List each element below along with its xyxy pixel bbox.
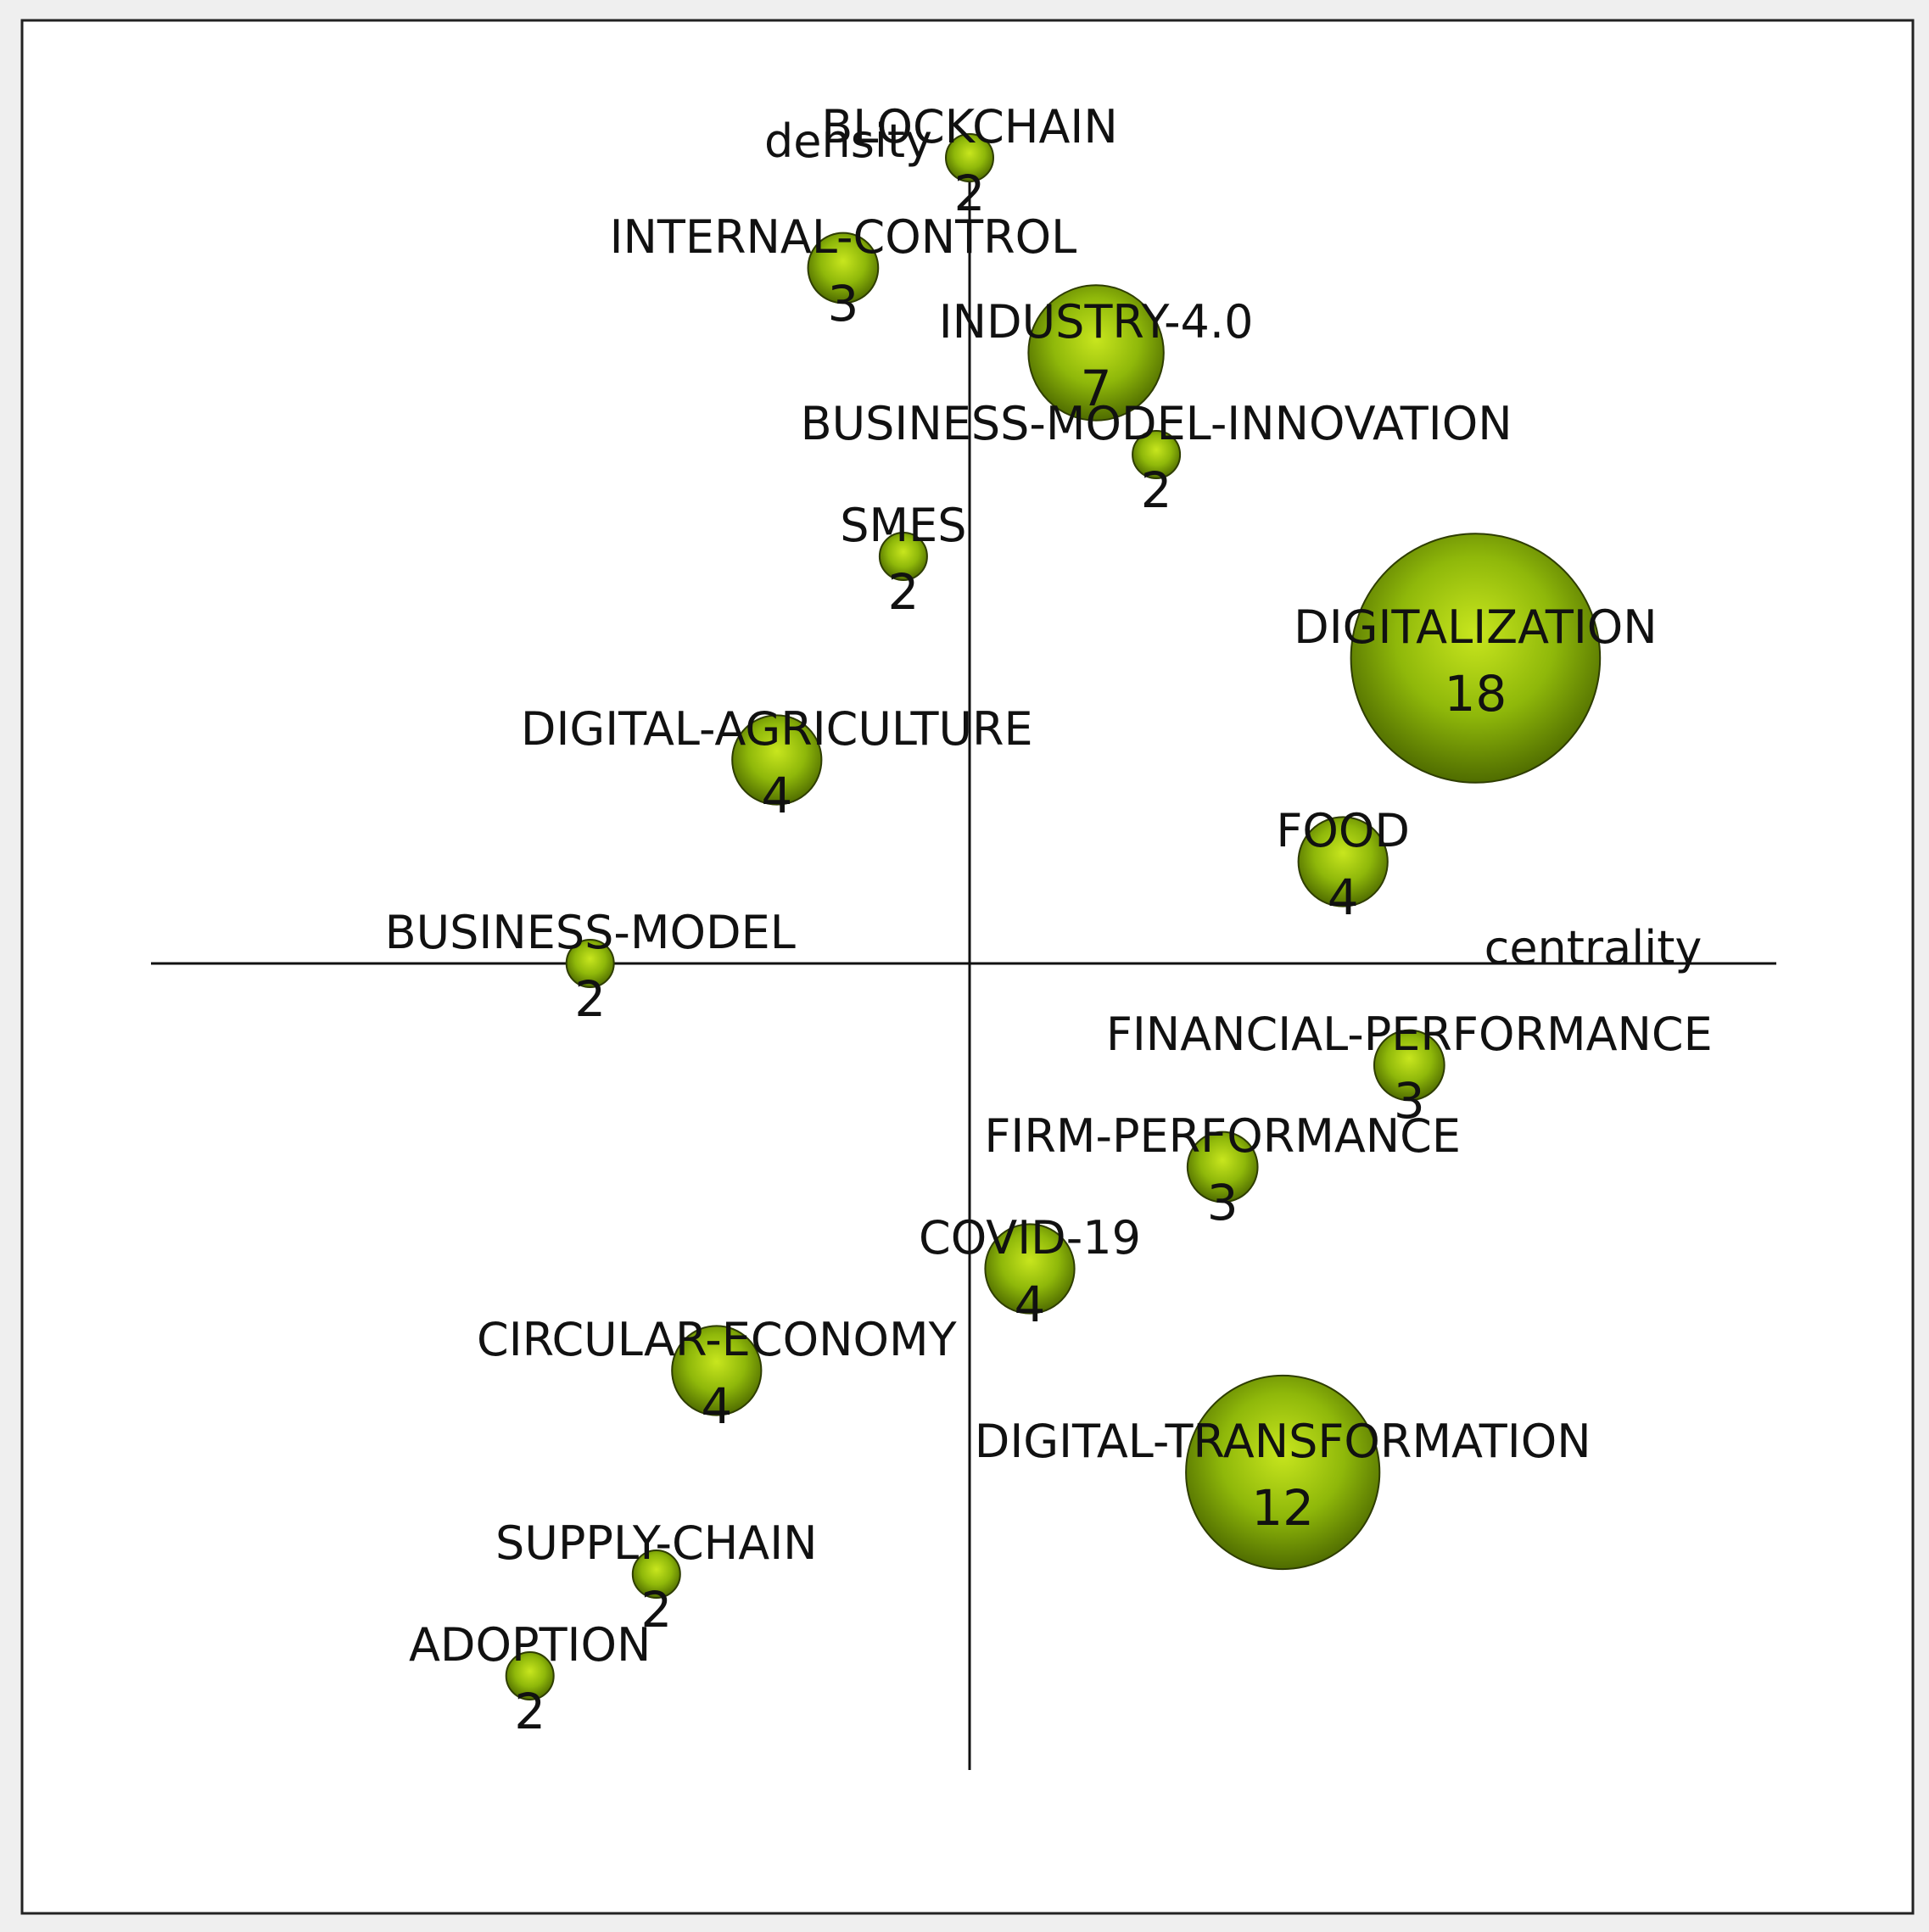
theme-label-internal-control: INTERNAL-CONTROL <box>610 210 1077 264</box>
theme-label-business-model-innovation: BUSINESS-MODEL-INNOVATION <box>801 397 1512 450</box>
theme-label-digital-transformation: DIGITAL-TRANSFORMATION <box>975 1415 1591 1468</box>
theme-count-financial-performance: 3 <box>1394 1072 1425 1130</box>
theme-label-financial-performance: FINANCIAL-PERFORMANCE <box>1106 1008 1713 1061</box>
y-axis-title: density <box>764 114 932 168</box>
theme-label-food: FOOD <box>1276 804 1410 857</box>
theme-count-industry-4-0: 7 <box>1081 360 1112 417</box>
bubble-digital-agriculture <box>731 714 823 806</box>
bubble-business-model <box>565 939 615 988</box>
theme-count-firm-performance: 3 <box>1207 1174 1238 1231</box>
theme-count-supply-chain: 2 <box>640 1581 672 1639</box>
theme-label-adoption: ADOPTION <box>409 1618 651 1672</box>
bubble-financial-performance <box>1373 1029 1445 1102</box>
theme-label-smes: SMES <box>840 499 966 552</box>
theme-count-blockchain: 2 <box>954 165 986 222</box>
bubble-circular-economy <box>671 1325 763 1416</box>
theme-label-firm-performance: FIRM-PERFORMANCE <box>984 1109 1461 1163</box>
bubble-blockchain <box>945 133 994 182</box>
theme-count-circular-economy: 4 <box>701 1377 732 1435</box>
bubble-adoption <box>505 1651 555 1700</box>
theme-count-business-model: 2 <box>574 970 606 1028</box>
theme-label-business-model: BUSINESS-MODEL <box>385 906 796 959</box>
theme-label-circular-economy: CIRCULAR-ECONOMY <box>477 1313 958 1366</box>
theme-count-digital-agriculture: 4 <box>761 767 792 824</box>
theme-count-smes: 2 <box>887 563 919 621</box>
bubble-industry-4-0 <box>1027 284 1165 422</box>
bubble-digital-transformation <box>1185 1374 1381 1571</box>
plot-area <box>20 19 1915 1915</box>
theme-count-digitalization: 18 <box>1444 665 1507 723</box>
theme-label-supply-chain: SUPPLY-CHAIN <box>495 1516 817 1570</box>
bubble-firm-performance <box>1186 1131 1259 1203</box>
bubble-food <box>1297 816 1389 907</box>
theme-count-internal-control: 3 <box>827 275 858 332</box>
theme-count-business-model-innovation: 2 <box>1141 461 1172 519</box>
theme-label-covid-19: COVID-19 <box>919 1211 1141 1265</box>
theme-label-blockchain: BLOCKCHAIN <box>821 100 1117 154</box>
bubble-supply-chain <box>631 1550 681 1599</box>
bubble-business-model-innovation <box>1132 430 1182 479</box>
bubble-smes <box>878 532 928 581</box>
theme-count-digital-transformation: 12 <box>1251 1479 1314 1537</box>
x-axis-title: centrality <box>1484 921 1703 974</box>
bubble-internal-control <box>807 232 880 304</box>
bubble-covid-19 <box>984 1223 1076 1315</box>
theme-label-digital-agriculture: DIGITAL-AGRICULTURE <box>521 702 1033 756</box>
bubble-layer <box>505 133 1602 1700</box>
bubble-digitalization <box>1350 533 1602 784</box>
theme-count-covid-19: 4 <box>1015 1276 1046 1333</box>
theme-count-adoption: 2 <box>514 1683 545 1740</box>
theme-label-digitalization: DIGITALIZATION <box>1294 600 1658 654</box>
theme-label-industry-4-0: INDUSTRY-4.0 <box>939 295 1254 349</box>
theme-count-food: 4 <box>1328 868 1359 926</box>
